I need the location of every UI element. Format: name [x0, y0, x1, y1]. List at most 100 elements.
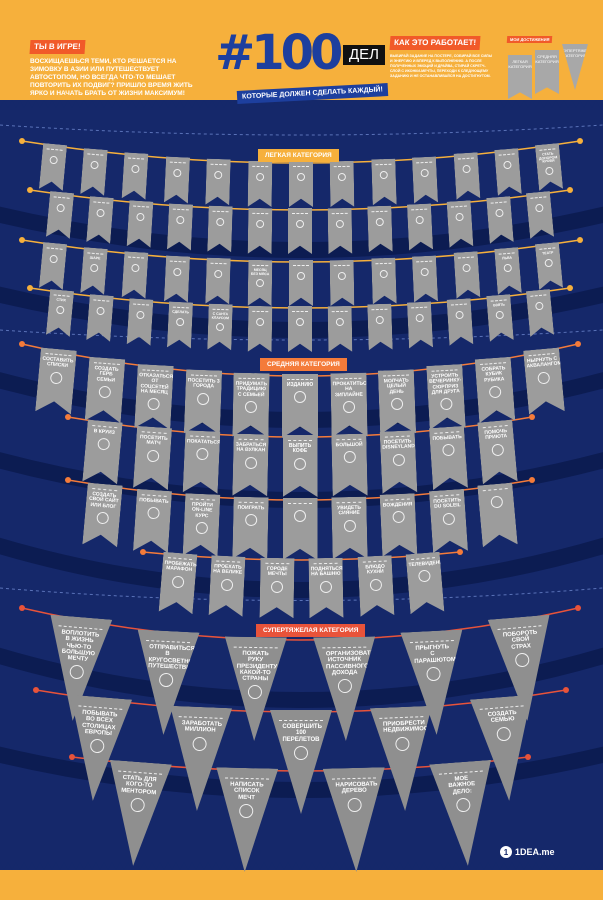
task-icon	[545, 166, 554, 175]
task-icon	[421, 267, 429, 275]
flag-label: ТЕЛЕВИДЕНИИ	[408, 559, 445, 569]
task-icon	[195, 448, 208, 461]
task-icon	[256, 279, 264, 287]
task-icon	[418, 570, 431, 583]
task-icon	[415, 216, 423, 224]
flag-wave	[252, 310, 269, 311]
task-icon	[99, 386, 112, 399]
task-icon	[248, 686, 262, 700]
flag-label: ПОМОЧЬ ПРИЮТА	[483, 427, 508, 441]
flag-label: ЗАБРАТЬСЯ НА ВУЛКАН	[235, 441, 267, 454]
task-icon	[216, 218, 224, 226]
category-medium-label: СРЕДНЯЯ КАТЕГОРИЯ	[260, 358, 347, 371]
task-icon	[376, 218, 384, 226]
flag-label: ПОБЫВАТЬ ВО ВСЕХ СТОЛИЦАХ ЕВРОПЫ	[81, 709, 118, 737]
string-knot	[575, 605, 581, 611]
flag-wave	[287, 503, 313, 504]
task-icon	[214, 270, 222, 278]
flag-label	[44, 152, 64, 154]
flag-label: СОВЕРШИТЬ 100 ПЕРЕЛЕТОВ	[282, 724, 322, 743]
flag-label: ВЫПИТЬ КОФЕ	[288, 443, 312, 455]
flag-label	[409, 213, 429, 214]
flag-label: ВОЖДЕНИЯ	[382, 501, 413, 510]
flag-wave	[239, 502, 264, 504]
flag-wave	[375, 263, 392, 265]
logo-number: #100	[215, 25, 343, 81]
string-knot	[65, 414, 71, 420]
task-icon	[496, 726, 511, 741]
task-icon	[271, 580, 283, 592]
flag-wave	[239, 439, 264, 441]
flag-label	[168, 264, 188, 265]
flag-label: ТЕАТР	[542, 250, 554, 256]
task-icon	[130, 797, 145, 812]
flag-label	[449, 307, 469, 308]
string-knot	[577, 237, 583, 243]
flag-wave	[87, 252, 104, 254]
task-icon	[245, 514, 257, 526]
flag-label: ПОИГРАТЬ	[237, 504, 265, 512]
task-icon	[196, 392, 208, 404]
logo-word: ДЕЛ	[343, 45, 386, 65]
flag-label: ПОСЕТИТЬ МАТЧ	[139, 433, 168, 447]
task-icon	[297, 272, 305, 280]
task-icon	[90, 739, 105, 754]
flag-label	[126, 261, 146, 262]
flag-label	[497, 157, 517, 159]
string-knot	[529, 477, 535, 483]
task-icon	[391, 398, 403, 410]
flag-label: ПРЫГНУТЬ С ПАРАШЮТОМ	[414, 643, 457, 665]
task-icon	[515, 653, 530, 668]
task-icon	[294, 391, 306, 404]
flag-wave	[498, 252, 515, 254]
task-icon	[455, 797, 470, 812]
flag-label	[126, 162, 146, 163]
flag-wave	[291, 311, 309, 312]
task-icon	[239, 804, 253, 818]
flag-wave	[287, 440, 313, 441]
flag-wave	[87, 153, 104, 155]
task-icon	[96, 307, 105, 316]
flag-label	[414, 264, 434, 265]
task-icon	[296, 318, 304, 326]
flag-label: ПОЖАТЬ РУКУ ПРЕЗИДЕНТУ КАКОЙ-ТО СТРАНЫ	[237, 650, 278, 683]
task-icon	[379, 171, 387, 179]
flag-wave	[434, 431, 459, 434]
flag-label	[370, 313, 390, 314]
flag-label	[489, 205, 509, 207]
flag-label	[51, 200, 71, 202]
how-title: КАК ЭТО РАБОТАЕТ!	[389, 36, 481, 50]
flag-wave	[46, 247, 63, 250]
flag-wave	[169, 161, 186, 163]
string-knot	[525, 754, 531, 760]
flag-label	[85, 157, 105, 159]
flag-label: ОТПРАВИТЬСЯ В КРУГОСВЕТНОЕ ПУТЕШЕСТВИЕ	[148, 643, 198, 671]
flag-wave	[141, 494, 166, 497]
flag-label: ВОПЛОТИТЬ В ЖИЗНЬ ЧЬЮ-ТО БОЛЬШУЮ МЕЧТУ	[60, 629, 100, 664]
task-icon	[294, 745, 308, 760]
achievement-badge-easy[interactable]: ЛЕГКАЯ КАТЕГОРИЯ	[508, 55, 532, 99]
task-icon	[455, 311, 463, 319]
category-super-label: СУПЕРТЯЖЕЛАЯ КАТЕГОРИЯ	[256, 624, 366, 637]
flag-label	[373, 267, 393, 268]
flag-label	[131, 209, 151, 210]
flag-wave	[172, 307, 189, 309]
flag-label: ПОБОРОТЬ СВОЙ СТРАХ	[502, 630, 538, 651]
flag-label: ВЗЯТЬ	[492, 302, 506, 308]
flag-label: ПОСЕТИТЬ 3 ГОРОДА	[187, 377, 220, 390]
task-icon	[69, 665, 84, 680]
task-icon	[216, 323, 224, 331]
flag-label: ПРИОБРЕСТИ НЕДВИЖИМОСТЬ	[382, 719, 437, 734]
flag-wave	[434, 494, 459, 497]
how-text: Выбирай задание на постере, собирай все …	[390, 54, 493, 78]
achievement-badge-medium[interactable]: СРЕДНЯЯ КАТЕГОРИЯ	[535, 50, 559, 94]
brand-mark: 1	[500, 846, 512, 858]
flag-wave	[314, 563, 338, 564]
flag-wave	[217, 561, 241, 563]
flag-wave	[146, 640, 189, 643]
logo-subtitle: КОТОРЫЕ ДОЛЖЕН СДЕЛАТЬ КАЖДЫЙ!	[236, 83, 389, 104]
flag-wave	[225, 778, 268, 780]
flag-wave	[332, 778, 375, 780]
flag-label: СТИХ	[56, 297, 67, 303]
flag-wave	[169, 260, 186, 262]
